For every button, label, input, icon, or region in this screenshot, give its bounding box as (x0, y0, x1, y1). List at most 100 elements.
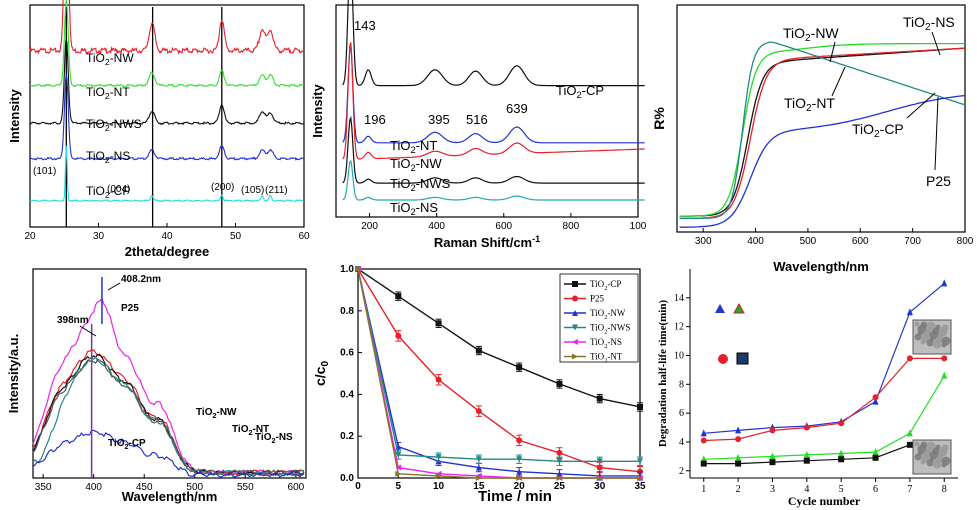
data-point (735, 426, 742, 434)
series-line-P25 (679, 94, 966, 228)
data-point (395, 464, 402, 471)
data-point (596, 464, 603, 471)
data-point (556, 470, 563, 477)
series-line-TiO2-CP (32, 429, 305, 478)
series-line-TiO2-NT (342, 45, 645, 144)
data-point (435, 320, 442, 327)
y-tick-label: 0.6 (340, 348, 354, 359)
inset-texture (926, 339, 934, 347)
data-point (769, 459, 776, 466)
x-tick-label: 400 (85, 482, 102, 493)
leader-line (79, 325, 97, 337)
series-line-TiO2-CP (342, 0, 645, 87)
series-line-TiO2-NS (342, 159, 645, 201)
inset-texture (914, 321, 920, 327)
x-axis-label: Cycle number (788, 494, 861, 508)
x-tick-label: 8 (942, 484, 947, 495)
x-tick-label: 5 (839, 484, 844, 495)
series-line-2 (703, 375, 945, 460)
inset-texture (914, 333, 922, 341)
data-point (637, 475, 643, 481)
panel-degradation: 0 5 10 15 20 25 30 35 0.0 0.2 0.4 0.6 0.8 1.0 Time / m… (312, 264, 646, 505)
data-point (572, 324, 578, 331)
x-tick-label: 600 (495, 221, 512, 232)
x-tick-label: 30 (594, 481, 606, 492)
series-label-TiO2-NS: TiO2-NS (903, 14, 955, 33)
y-tick-label: 0.8 (340, 306, 354, 317)
data-point (475, 408, 482, 415)
leader-line (829, 41, 836, 63)
y-tick-label: 12 (674, 322, 684, 333)
x-tick-label: 35 (634, 481, 646, 492)
legend-label-TiO2-NWS: TiO2-NWS (590, 323, 630, 336)
x-tick-label: 25 (554, 481, 566, 492)
panel-reflectance: 300 400 500 600 700 800 Wavelength/nm R% TiO2-NW… (651, 4, 974, 274)
x-axis-label: Wavelength/nm (122, 489, 218, 504)
data-point (435, 376, 442, 383)
series-label-TiO2-CP: TiO2-CP (556, 83, 604, 100)
y-tick-label: 6 (679, 408, 684, 419)
series-label-TiO2-NW: TiO2-NW (783, 25, 839, 44)
data-point (941, 355, 948, 362)
series-label-TiO2-NT: TiO2-NT (86, 85, 130, 101)
peak-label: 516 (466, 112, 488, 127)
annotation-408nm: 408.2nm (121, 274, 161, 285)
miller-index-label: (200) (211, 182, 234, 193)
y-axis-label: Intensity (310, 84, 325, 138)
inset-texture (932, 459, 942, 469)
series-label-TiO2-CP: TiO2-CP (86, 184, 130, 200)
panel-xrd: 20 30 40 50 60 2theta/degree Intensity TiO2-NW T… (7, 0, 310, 259)
inset-texture (920, 459, 926, 465)
plot-frame (676, 4, 966, 233)
y-tick-label: 4 (679, 437, 684, 448)
data-point (556, 380, 563, 387)
data-point (395, 452, 402, 459)
data-point (906, 441, 913, 448)
series-label-P25: P25 (926, 173, 951, 189)
series-label-TiO2-NW: TiO2-NW (390, 156, 442, 173)
x-tick-label: 100 (630, 221, 647, 232)
data-point (906, 429, 913, 437)
series-line-TiO2-NWS (342, 115, 645, 184)
x-tick-label: 500 (186, 482, 203, 493)
miller-index-label: (004) (107, 184, 130, 195)
inset-texture (941, 342, 947, 348)
data-point (769, 452, 776, 460)
x-tick-label: 550 (237, 482, 254, 493)
peak-label: 196 (364, 112, 386, 127)
series-line-TiO2-NS (679, 42, 965, 217)
series-line-TiO2-NT (679, 47, 966, 220)
data-point (803, 457, 810, 464)
inset-texture (932, 339, 942, 349)
leader-line (931, 31, 941, 56)
legend-label-TiO2-NS: TiO2-NS (590, 337, 622, 350)
data-point (572, 295, 578, 302)
x-tick-label: 5 (396, 481, 402, 492)
data-point (556, 458, 563, 465)
data-point (596, 475, 603, 481)
data-point (803, 424, 810, 431)
x-tick-label: 60 (298, 231, 310, 242)
y-tick-label: 0.4 (340, 389, 354, 400)
data-point (906, 308, 913, 316)
legend-circle-red (718, 354, 728, 364)
series-line-TiO2-NW (32, 349, 305, 476)
series-label-TiO2-NWS: TiO2-NWS (390, 176, 451, 193)
x-tick-label: 20 (24, 231, 36, 242)
x-tick-label: 7 (907, 484, 912, 495)
inset-micrograph-bottom (912, 439, 952, 475)
leader-line (906, 92, 936, 119)
series-label-TiO2-NT: TiO2-NT (390, 138, 437, 155)
series-line-TiO2-NT (357, 268, 640, 479)
panel-photoluminescence: 350 400 450 500 550 600 Wavelength/nm Intensity… (6, 268, 307, 504)
inset-texture (941, 462, 947, 468)
series-line-TiO2-NW (357, 268, 640, 477)
y-tick-label: 1.0 (340, 264, 354, 275)
series-line-3 (703, 444, 945, 465)
x-tick-label: 600 (288, 482, 305, 493)
peak-label: 143 (354, 18, 376, 33)
y-axis-label: Degradation half-life time(min) (657, 300, 669, 448)
data-point (395, 332, 402, 339)
x-tick-label: 10 (433, 481, 445, 492)
